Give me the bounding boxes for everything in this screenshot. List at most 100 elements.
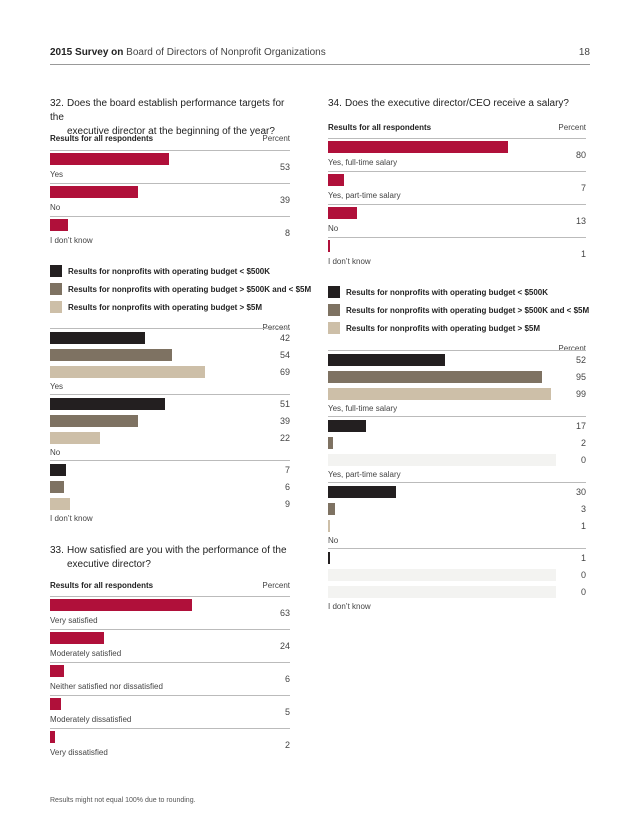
category-label: I don’t know: [50, 514, 93, 523]
results-heading: Results for all respondents: [50, 581, 154, 590]
legend-label-large: Results for nonprofits with operating bu…: [346, 324, 541, 333]
row-divider: [50, 596, 290, 597]
legend-swatch-mid: [328, 304, 340, 316]
legend-swatch-small: [328, 286, 340, 298]
legend-swatch-mid: [50, 283, 62, 295]
legend-label-large: Results for nonprofits with operating bu…: [68, 303, 263, 312]
category-label: I don’t know: [328, 602, 371, 611]
category-label: Yes: [50, 170, 64, 179]
question-text: Does the board establish performance tar…: [50, 98, 285, 123]
bar-large: [328, 388, 551, 400]
bar-small: [328, 486, 396, 498]
value-label-large: 22: [279, 433, 290, 443]
bar-mid: [50, 349, 172, 361]
value-label: 63: [279, 608, 290, 618]
legend-swatch-large: [50, 301, 62, 313]
question-number: 32.: [50, 98, 64, 109]
value-label-small: 17: [575, 421, 586, 431]
percent-heading: Percent: [230, 323, 290, 332]
value-label-small: 7: [284, 465, 290, 475]
bar-all: [50, 186, 138, 198]
category-label: Moderately dissatisfied: [50, 715, 132, 724]
value-label-small: 52: [575, 355, 586, 365]
category-label: No: [50, 448, 61, 457]
value-label-small: 1: [580, 553, 586, 563]
group-divider: [50, 460, 290, 461]
header-rule: [50, 64, 590, 65]
legend-label-small: Results for nonprofits with operating bu…: [68, 267, 271, 276]
page-number: 18: [578, 47, 590, 58]
group-divider: [328, 416, 586, 417]
value-label: 6: [284, 674, 290, 684]
bar-all: [328, 207, 358, 219]
row-divider: [50, 695, 290, 696]
header-title-bold: 2015 Survey on: [50, 47, 124, 58]
bar-all: [50, 665, 64, 677]
bar-all: [328, 240, 331, 252]
results-heading: Results for all respondents: [328, 123, 432, 132]
category-label: Yes: [50, 382, 64, 391]
question-33: 33. How satisfied are you with the perfor…: [50, 544, 300, 572]
category-label: Very dissatisfied: [50, 748, 108, 757]
value-label-large: 1: [580, 521, 586, 531]
legend-label-mid: Results for nonprofits with operating bu…: [68, 285, 312, 294]
category-label: I don’t know: [328, 257, 371, 266]
bar-mid: [328, 437, 333, 449]
value-label-small: 30: [575, 487, 586, 497]
legend-label-small: Results for nonprofits with operating bu…: [346, 288, 549, 297]
footnote: Results might not equal 100% due to roun…: [50, 797, 196, 804]
page-header: 2015 Survey on Board of Directors of Non…: [50, 47, 590, 61]
legend-swatch-small: [50, 265, 62, 277]
value-label: 7: [580, 183, 586, 193]
row-divider: [50, 662, 290, 663]
bar-small: [50, 332, 145, 344]
bar-all: [328, 174, 344, 186]
question-text-line2: executive director?: [67, 559, 151, 570]
bar-mid: [50, 415, 138, 427]
legend-label-mid: Results for nonprofits with operating bu…: [346, 306, 590, 315]
bar-small: [50, 464, 66, 476]
question-number: 33.: [50, 545, 64, 556]
bar-mid: [328, 371, 542, 383]
value-label-large: 69: [279, 367, 290, 377]
bar-large: [50, 366, 206, 378]
bar-all: [50, 219, 68, 231]
question-text: Does the executive director/CEO receive …: [345, 98, 569, 109]
value-label-mid: 6: [284, 482, 290, 492]
question-number: 34.: [328, 98, 342, 109]
category-label: Yes, part-time salary: [328, 191, 401, 200]
category-label: Moderately satisfied: [50, 649, 122, 658]
row-divider: [50, 150, 290, 151]
bar-small: [50, 398, 165, 410]
value-label: 13: [575, 216, 586, 226]
bar-all: [50, 632, 104, 644]
row-divider: [50, 216, 290, 217]
bar-mid-empty: [328, 569, 556, 581]
value-label-mid: 54: [279, 350, 290, 360]
category-label: No: [50, 203, 61, 212]
value-label: 1: [580, 249, 586, 259]
bar-large: [50, 498, 71, 510]
legend-swatch-large: [328, 322, 340, 334]
category-label: Neither satisfied nor dissatisfied: [50, 682, 163, 691]
value-label: 24: [279, 641, 290, 651]
row-divider: [50, 629, 290, 630]
group-divider: [50, 328, 290, 329]
row-divider: [328, 138, 586, 139]
row-divider: [50, 183, 290, 184]
bar-mid: [328, 503, 335, 515]
category-label: Yes, part-time salary: [328, 470, 401, 479]
question-34: 34. Does the executive director/CEO recei…: [328, 97, 578, 111]
value-label-mid: 3: [580, 504, 586, 514]
value-label-small: 42: [279, 333, 290, 343]
bar-all: [50, 731, 55, 743]
category-label: I don’t know: [50, 236, 93, 245]
bar-large: [328, 520, 331, 532]
group-divider: [328, 548, 586, 549]
value-label-small: 51: [279, 399, 290, 409]
category-label: Yes, full-time salary: [328, 404, 398, 413]
bar-all: [50, 153, 170, 165]
value-label-mid: 0: [580, 570, 586, 580]
percent-heading: Percent: [558, 344, 586, 353]
group-divider: [328, 482, 586, 483]
